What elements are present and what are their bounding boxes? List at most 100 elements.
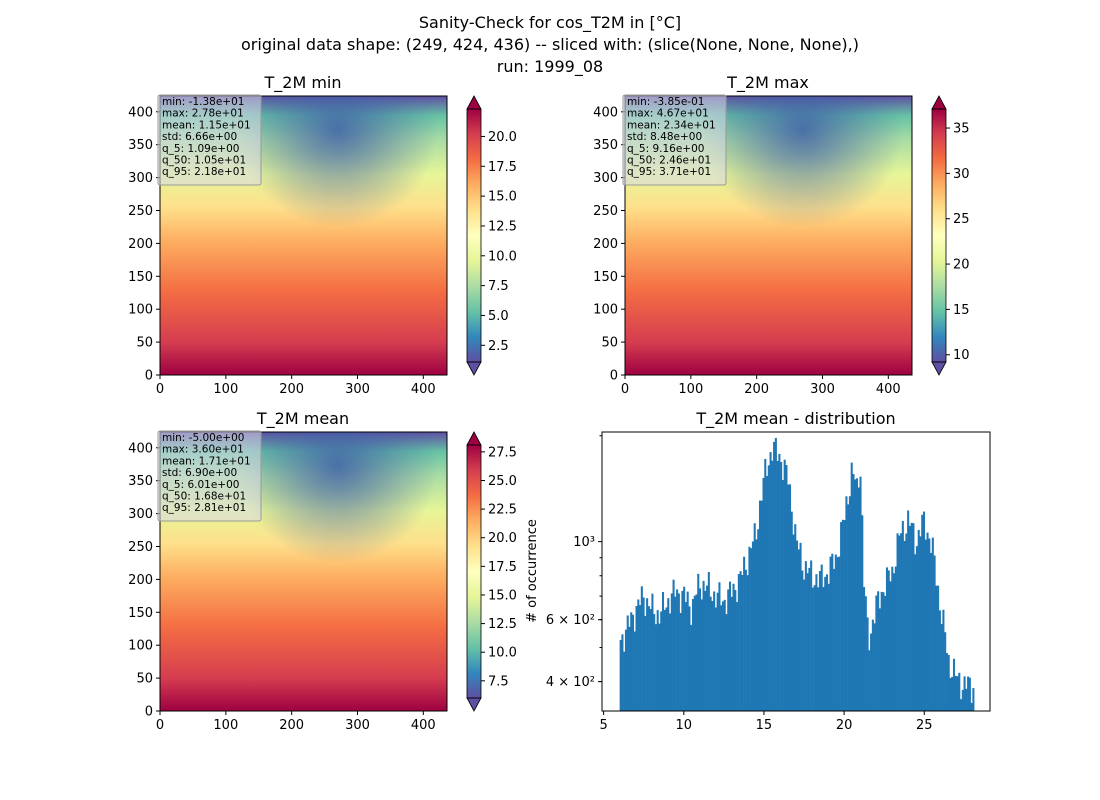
y-tick-label: 50 [136, 336, 153, 351]
histogram-bar [623, 651, 626, 711]
histogram-bar [748, 546, 751, 711]
histogram-bar [743, 556, 746, 711]
histogram-bar [803, 579, 806, 711]
y-tick-label: 100 [593, 303, 618, 318]
x-tick-label: 400 [876, 382, 901, 397]
histogram-bar [796, 540, 799, 711]
histogram-bar [778, 453, 781, 711]
histogram-bar [908, 525, 911, 711]
histogram-bar [681, 590, 684, 711]
histogram-bar [944, 632, 947, 711]
histogram-bar [901, 521, 904, 711]
x-tick-label: 0 [156, 718, 164, 733]
histogram-bar [889, 581, 892, 711]
colorbar-tick-label: 35 [953, 122, 970, 137]
histogram-bar [649, 608, 652, 711]
histogram-bar [905, 533, 908, 711]
histogram-bar [688, 606, 691, 711]
histogram-bar [737, 574, 740, 711]
histogram-bar [704, 590, 707, 711]
y-tick-label: 100 [128, 303, 153, 318]
histogram-bar [848, 496, 851, 711]
histogram-bar [864, 596, 867, 711]
histogram-bar [827, 583, 830, 711]
histogram-bar [937, 585, 940, 711]
colorbar-frame [466, 444, 482, 699]
histogram-bar [674, 596, 677, 711]
stats-box-background [622, 94, 727, 186]
histogram-bar [727, 589, 730, 711]
histogram-bar [968, 677, 971, 711]
histogram-bar [942, 609, 945, 711]
y-tick-label: 200 [593, 237, 618, 252]
colorbar-tick-label: 22.5 [488, 503, 517, 518]
panel-t2m-min: T_2M min 0 100 200 300 400 0 50 100 150 200 250 30… [128, 73, 517, 397]
histogram-bar [691, 599, 695, 711]
colorbar-tick-label: 7.5 [488, 674, 509, 689]
panel-title: T_2M min [263, 73, 341, 93]
histogram-bar [677, 593, 680, 711]
colorbar-tick-label: 5.0 [488, 309, 509, 324]
histogram-bar [914, 554, 917, 711]
histogram-bar [683, 586, 686, 711]
histogram-bar [956, 676, 959, 711]
histogram-bar [776, 460, 779, 711]
histogram-bar [711, 601, 714, 711]
histogram-bar [690, 624, 693, 711]
stats-line: q_95: 3.71e+01 [627, 166, 711, 178]
histogram-bar [744, 569, 747, 711]
histogram-bar [808, 567, 811, 711]
histogram-bar [924, 539, 927, 711]
histogram-bar [647, 606, 650, 711]
y-axis-label: # of occurrence [525, 519, 540, 623]
colorbar-tick-label: 10 [953, 348, 970, 363]
histogram-bar [840, 522, 843, 711]
histogram-bar [928, 538, 931, 711]
histogram-bar [811, 587, 814, 711]
stats-line: min: -3.85e-01 [627, 96, 704, 108]
x-tick-label: 200 [744, 382, 769, 397]
histogram-bar [739, 571, 742, 711]
y-tick-label: 400 [128, 441, 153, 456]
axes-frame [159, 431, 448, 712]
histogram-bar [783, 459, 786, 711]
histogram-bar [639, 605, 642, 711]
colorbar-tick-label: 12.5 [488, 617, 517, 632]
colorbar-tick-label: 10.0 [488, 646, 517, 661]
histogram-bar [707, 572, 710, 711]
histogram-bar [880, 591, 883, 711]
histogram-bar [624, 629, 627, 711]
colorbar-tick-label: 20 [953, 258, 970, 273]
colorbar-tick-label: 7.5 [488, 279, 509, 294]
histogram-bar [773, 441, 776, 711]
histogram-bar [787, 484, 790, 711]
x-axis: 0 100 200 300 400 [621, 375, 901, 397]
histogram-bar [730, 596, 733, 711]
histogram-bar [758, 500, 762, 711]
histogram-bar [788, 484, 792, 711]
histogram-bar [633, 631, 636, 711]
x-axis: 0 100 200 300 400 [156, 711, 436, 733]
histogram-bar [642, 597, 645, 711]
histogram-bar [658, 623, 661, 711]
stats-line: max: 3.60e+01 [162, 444, 244, 456]
histogram-bars [619, 437, 975, 711]
histogram-bar [838, 556, 841, 711]
stats-box-background [157, 430, 262, 522]
histogram-bar [850, 462, 853, 711]
stats-line: std: 6.66e+00 [162, 131, 237, 143]
histogram-bar [660, 611, 663, 711]
stats-line: mean: 1.15e+01 [162, 119, 251, 131]
x-axis: 5 10 15 20 25 [599, 711, 933, 733]
stats-line: max: 2.78e+01 [162, 108, 244, 120]
panel-title: T_2M max [726, 73, 809, 93]
histogram-bar [654, 624, 657, 711]
colorbar-tick-label: 17.5 [488, 560, 517, 575]
histogram-bar [960, 699, 963, 711]
histogram-bar [884, 595, 887, 711]
colorbar-tick-label: 25.0 [488, 474, 517, 489]
histogram-bar [931, 537, 934, 711]
stats-line: q_5: 9.16e+00 [627, 143, 704, 155]
